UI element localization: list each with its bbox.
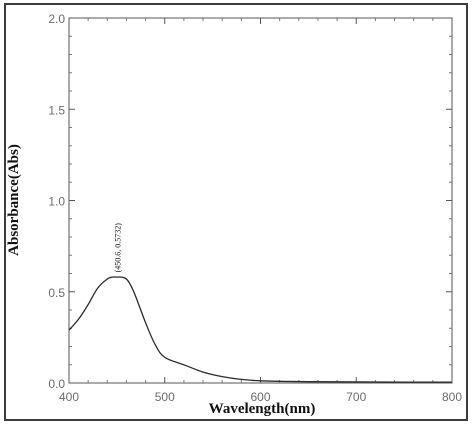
y-axis-title: Absorbance(Abs) — [6, 144, 22, 256]
absorbance-curve — [68, 276, 452, 383]
chart-frame — [4, 3, 468, 421]
x-tick-label: 600 — [250, 390, 270, 404]
y-tick-label: 0.0 — [48, 377, 65, 391]
y-tick-label: 0.5 — [48, 286, 65, 300]
x-tick-label: 400 — [59, 390, 79, 404]
y-tick-label: 1.0 — [48, 195, 65, 209]
x-tick-labels: 400 500 600 700 800 — [59, 390, 462, 404]
peak-annotation: (450.6, 0.5732) — [113, 223, 122, 273]
x-axis-title: Wavelength(nm) — [209, 401, 316, 417]
x-tick-label: 700 — [346, 390, 366, 404]
x-tick-label: 500 — [155, 390, 175, 404]
y-tick-label: 1.5 — [48, 103, 65, 117]
tick-marks — [68, 17, 453, 384]
x-tick-label: 800 — [442, 390, 462, 404]
y-tick-label: 2.0 — [48, 12, 65, 26]
y-tick-labels: 0.0 0.5 1.0 1.5 2.0 — [48, 12, 65, 391]
plot-area-border — [68, 17, 453, 384]
